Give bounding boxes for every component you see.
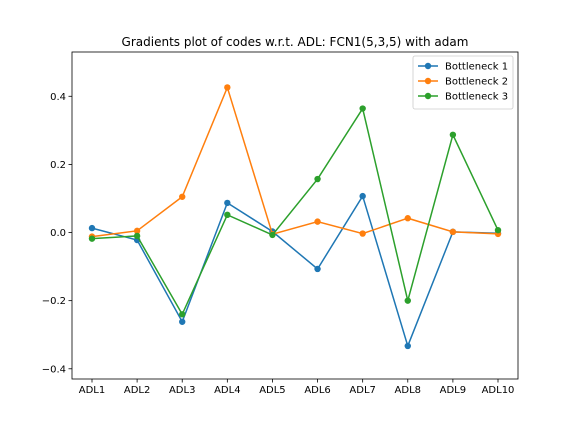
x-tick-label: ADL6 (304, 385, 330, 396)
data-point (404, 342, 411, 350)
data-point (133, 232, 141, 240)
legend-swatch-marker (424, 92, 432, 100)
x-tick-label: ADL4 (214, 385, 240, 396)
x-tick-label: ADL2 (124, 385, 150, 396)
data-point (314, 175, 321, 183)
data-point (449, 228, 457, 236)
data-point (88, 235, 96, 242)
data-point (359, 192, 366, 200)
data-point (269, 231, 276, 239)
y-tick-label: −0.4 (42, 364, 66, 375)
data-point (179, 311, 186, 318)
data-point (133, 227, 141, 235)
y-tick-label: 0.0 (50, 228, 66, 239)
series-line (91, 85, 499, 238)
y-tick-label: 0.4 (50, 92, 66, 103)
legend-swatch-marker (424, 77, 432, 85)
data-point (314, 218, 321, 225)
data-point (224, 84, 231, 91)
y-tick-label: 0.2 (50, 160, 66, 171)
y-tick-label: −0.2 (42, 296, 66, 307)
data-point (359, 105, 366, 112)
x-tick-label: ADL8 (395, 385, 421, 396)
series-line (91, 194, 499, 349)
data-point (494, 226, 502, 234)
series-3 (88, 105, 502, 318)
data-point (404, 215, 411, 222)
y-axis: −0.4 −0.2 0.0 0.2 0.4 (42, 92, 72, 375)
x-tick-label: ADL10 (482, 385, 515, 396)
chart-title: Gradients plot of codes w.r.t. ADL: FCN1… (122, 35, 469, 49)
series-line (91, 106, 499, 316)
data-point (88, 224, 96, 232)
x-tick-label: ADL5 (259, 385, 285, 396)
data-point (224, 211, 231, 219)
legend-label: Bottleneck 3 (445, 92, 508, 103)
legend: Bottleneck 1 Bottleneck 2 Bottleneck 3 (412, 55, 514, 110)
x-tick-label: ADL7 (349, 385, 375, 396)
data-point (359, 230, 366, 237)
x-tick-label: ADL1 (79, 385, 105, 396)
legend-swatch-marker (424, 62, 432, 70)
x-tick-label: ADL9 (440, 385, 466, 396)
data-point (224, 199, 231, 207)
x-tick-label: ADL3 (169, 385, 195, 396)
series-layer (88, 84, 502, 350)
data-point (179, 193, 186, 200)
data-point (404, 297, 411, 304)
x-axis: ADL1 ADL2 ADL3 ADL4 ADL5 ADL6 ADL7 ADL8 ADL9 ADL1… (79, 379, 515, 396)
data-point (449, 131, 457, 138)
data-point (314, 265, 321, 273)
data-point (179, 318, 186, 325)
legend-label: Bottleneck 1 (445, 62, 508, 73)
legend-label: Bottleneck 2 (445, 77, 508, 88)
